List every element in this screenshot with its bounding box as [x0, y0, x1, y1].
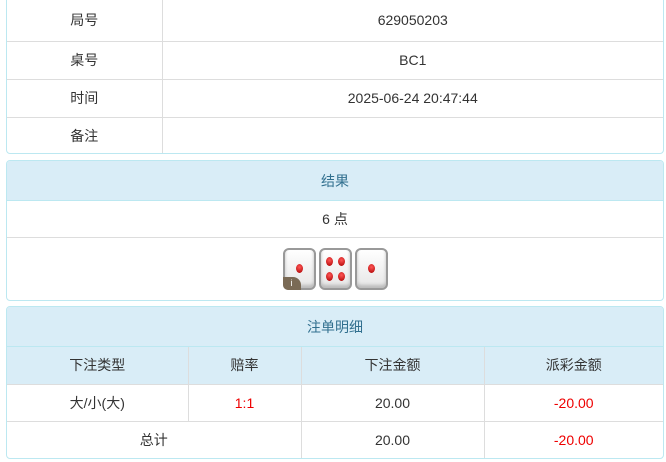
result-panel: 结果 6 点 i — [6, 160, 664, 301]
dice-row: i — [7, 238, 663, 299]
payout: -20.00 — [483, 383, 663, 422]
round-info-panel: 局号 629050203 桌号 BC1 时间 2025-06-24 20:47:44 … — [6, 0, 664, 154]
bet-details-panel: 注单明细 下注类型 赔率 下注金额 派彩金额 大/小(大) 1:1 20.00 -20.00… — [6, 306, 664, 459]
label-table-no: 桌号 — [7, 40, 163, 80]
info-icon[interactable]: i — [282, 276, 301, 290]
bet-amount: 20.00 — [300, 383, 485, 422]
label-round-no: 局号 — [7, 0, 163, 42]
result-title: 结果 — [7, 161, 663, 201]
bet-details-table: 下注类型 赔率 下注金额 派彩金额 大/小(大) 1:1 20.00 -20.00 总计 20… — [7, 347, 663, 458]
total-amount: 20.00 — [300, 420, 485, 458]
bet-details-title: 注单明细 — [7, 307, 663, 347]
header-payout: 派彩金额 — [483, 347, 663, 385]
total-payout: -20.00 — [483, 420, 663, 458]
table-row: 大/小(大) 1:1 20.00 -20.00 — [7, 383, 663, 422]
die-1: i — [282, 247, 316, 290]
header-odds: 赔率 — [187, 347, 302, 385]
value-table-no: BC1 — [161, 40, 663, 80]
total-row: 总计 20.00 -20.00 — [7, 420, 663, 458]
value-time: 2025-06-24 20:47:44 — [161, 78, 663, 118]
header-bet-type: 下注类型 — [7, 347, 189, 385]
label-remark: 备注 — [7, 116, 163, 153]
label-time: 时间 — [7, 78, 163, 118]
value-round-no: 629050203 — [161, 0, 663, 42]
header-bet-amount: 下注金额 — [300, 347, 485, 385]
total-label: 总计 — [7, 420, 302, 458]
result-points: 6 点 — [7, 201, 663, 238]
round-info-table: 局号 629050203 桌号 BC1 时间 2025-06-24 20:47:44 … — [7, 0, 663, 153]
bet-type: 大/小(大) — [7, 383, 189, 422]
die-4 — [318, 247, 352, 290]
odds: 1:1 — [187, 383, 302, 422]
die-1 — [354, 247, 388, 290]
value-remark — [161, 116, 663, 153]
